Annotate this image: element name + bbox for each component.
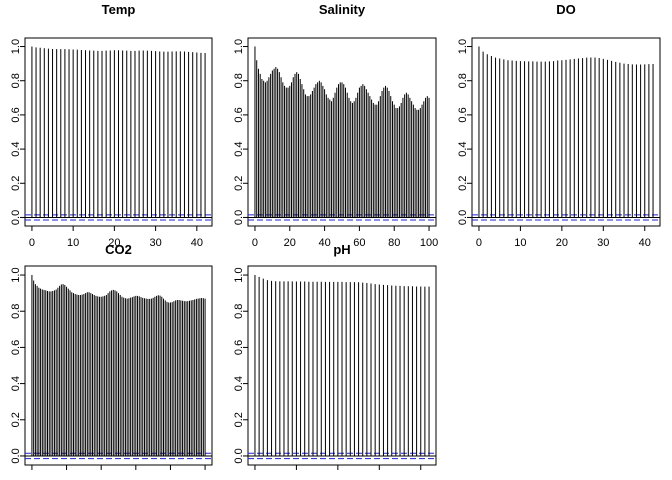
x-tick-label: 80 [388,237,400,249]
plot-frame [24,265,213,466]
panel-temp: Temp 0.0 0.2 0.4 0.6 0.8 1.0 0 10 20 30 40 [10,2,213,249]
y-tick-label: 1.0 [233,267,245,282]
y-tick-label: 0.0 [457,210,469,225]
x-tick-label: 0 [476,237,482,249]
y-tick-label: 0.6 [233,340,245,355]
y-tick-label: 1.0 [10,267,22,282]
y-tick-label: 0.8 [457,73,469,88]
x-tick-label: 20 [284,237,296,249]
plot-frame [247,265,437,466]
x-tick-label: 10 [514,237,526,249]
y-tick-label: 0.2 [10,412,22,427]
y-tick-label: 0.0 [10,448,22,463]
y-tick-label: 0.4 [10,141,22,156]
x-tick-label: 40 [318,237,330,249]
x-tick-label: 10 [67,237,79,249]
chart-title: pH [333,242,350,257]
y-tick-label: 0.0 [233,210,245,225]
y-tick-label: 0.8 [233,73,245,88]
chart-title: Temp [102,2,136,17]
y-tick-label: 0.4 [10,376,22,391]
y-tick-label: 0.8 [10,304,22,319]
y-tick-label: 0.2 [233,412,245,427]
x-tick-label: 30 [149,237,161,249]
x-tick-label: 0 [29,237,35,249]
panel-do: DO 0.0 0.2 0.4 0.6 0.8 1.0 0 10 20 30 40 [457,2,661,249]
x-tick-label: 30 [597,237,609,249]
x-tick-label: 20 [108,237,120,249]
x-tick-label: 100 [420,237,438,249]
y-tick-label: 0.6 [10,340,22,355]
y-tick-label: 0.2 [233,176,245,191]
chart-title: CO2 [105,242,132,257]
chart-title: DO [556,2,576,17]
y-tick-label: 0.0 [10,210,22,225]
y-tick-label: 0.8 [233,304,245,319]
y-tick-label: 1.0 [233,39,245,54]
x-tick-label: 20 [556,237,568,249]
chart-title: Salinity [319,2,366,17]
y-tick-label: 0.6 [10,107,22,122]
y-tick-label: 0.2 [10,176,22,191]
y-tick-label: 0.4 [233,376,245,391]
x-tick-label: 60 [353,237,365,249]
y-tick-label: 0.4 [233,141,245,156]
y-tick-label: 0.8 [10,73,22,88]
panel-co2: CO2 0.0 0.2 0.4 0.6 0.8 1.0 [10,242,213,470]
y-tick-label: 1.0 [10,39,22,54]
panel-ph: pH 0.0 0.2 0.4 0.6 0.8 1.0 [233,242,437,470]
y-tick-label: 0.6 [457,107,469,122]
panel-salinity: Salinity 0.0 0.2 0.4 0.6 0.8 1.0 0 20 40 60 80 100 [233,2,438,249]
y-tick-label: 0.0 [233,448,245,463]
y-tick-label: 0.2 [457,176,469,191]
plot-frame [471,37,661,227]
y-tick-label: 0.4 [457,141,469,156]
plot-frame [247,37,437,227]
x-tick-label: 0 [252,237,258,249]
y-tick-label: 0.6 [233,107,245,122]
y-tick-label: 1.0 [457,39,469,54]
x-tick-label: 40 [191,237,203,249]
x-tick-label: 40 [639,237,651,249]
plot-frame [24,37,213,227]
